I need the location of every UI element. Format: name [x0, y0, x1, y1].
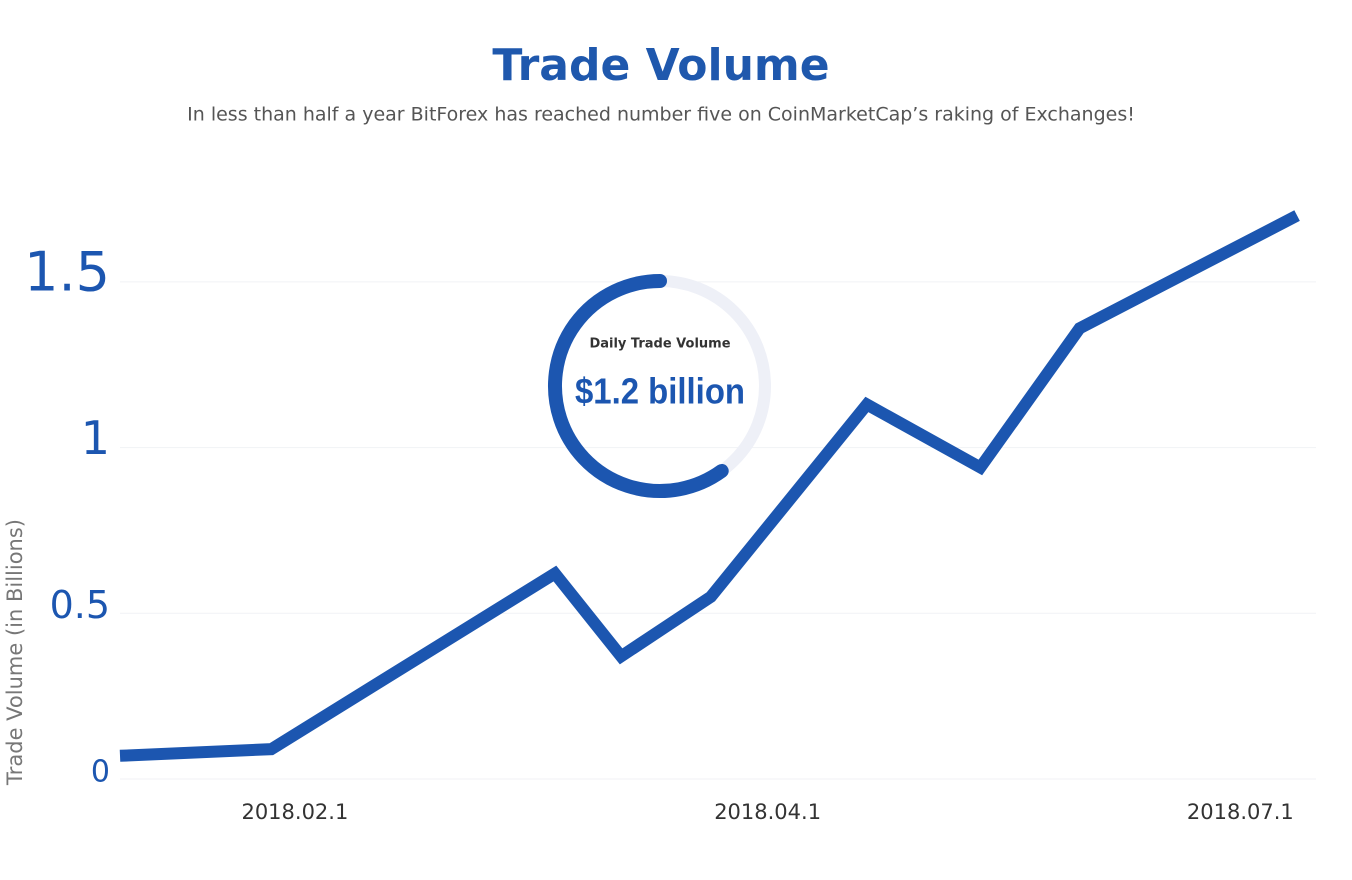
- gauge-title: Daily Trade Volume: [589, 337, 730, 352]
- y-tick-label: 1.5: [24, 240, 110, 303]
- gauge-value: $1.2 billion: [575, 371, 745, 412]
- x-tick-label: 2018.02.1: [241, 800, 348, 824]
- y-axis-label: Trade Volume (in Billions): [3, 519, 27, 786]
- chart-subtitle: In less than half a year BitForex has re…: [187, 104, 1135, 126]
- y-tick-label: 0: [91, 755, 110, 790]
- gauge-arc: [548, 274, 729, 498]
- x-tick-label: 2018.07.1: [1187, 800, 1294, 824]
- y-tick-label: 1: [81, 411, 110, 465]
- chart-title: Trade Volume: [492, 40, 829, 91]
- data-line: [119, 210, 1300, 762]
- x-tick-label: 2018.04.1: [714, 800, 821, 824]
- y-tick-label: 0.5: [50, 583, 110, 627]
